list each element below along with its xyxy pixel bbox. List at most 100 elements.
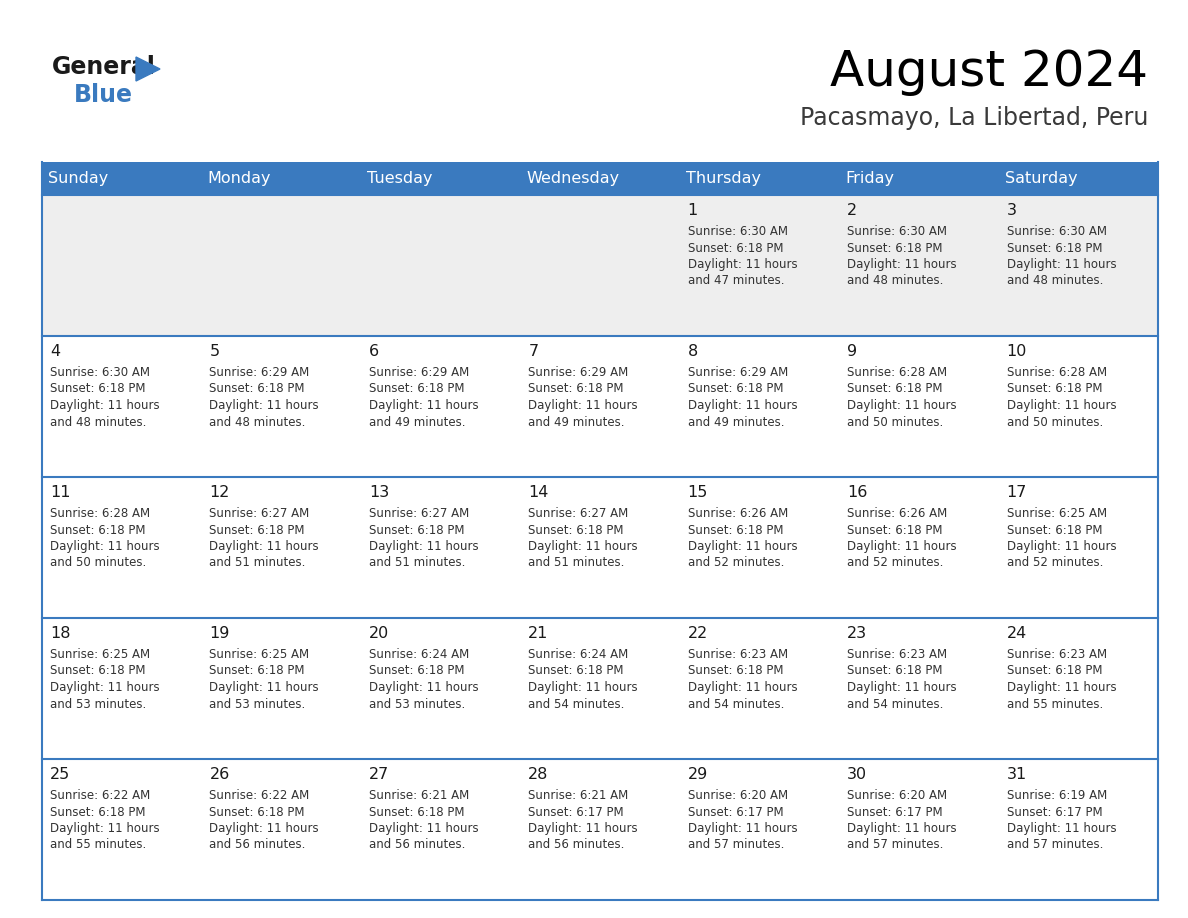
Text: Monday: Monday — [208, 171, 271, 186]
Text: 8: 8 — [688, 344, 697, 359]
Text: Sunrise: 6:25 AM: Sunrise: 6:25 AM — [209, 648, 310, 661]
Text: Sunrise: 6:21 AM: Sunrise: 6:21 AM — [529, 789, 628, 802]
Text: and 49 minutes.: and 49 minutes. — [368, 416, 466, 429]
Text: Sunrise: 6:27 AM: Sunrise: 6:27 AM — [529, 507, 628, 520]
Bar — [42, 195, 1158, 336]
Text: and 51 minutes.: and 51 minutes. — [529, 556, 625, 569]
Text: 28: 28 — [529, 767, 549, 782]
Text: Saturday: Saturday — [1005, 171, 1078, 186]
Text: Sunrise: 6:24 AM: Sunrise: 6:24 AM — [529, 648, 628, 661]
Text: and 50 minutes.: and 50 minutes. — [1006, 416, 1102, 429]
Text: Sunrise: 6:30 AM: Sunrise: 6:30 AM — [50, 366, 150, 379]
Text: Daylight: 11 hours: Daylight: 11 hours — [368, 540, 479, 553]
Text: Daylight: 11 hours: Daylight: 11 hours — [1006, 822, 1117, 835]
Text: 25: 25 — [50, 767, 70, 782]
Polygon shape — [135, 57, 160, 81]
Text: and 51 minutes.: and 51 minutes. — [209, 556, 305, 569]
Text: Wednesday: Wednesday — [526, 171, 620, 186]
Text: Sunrise: 6:20 AM: Sunrise: 6:20 AM — [847, 789, 947, 802]
Text: Sunrise: 6:29 AM: Sunrise: 6:29 AM — [688, 366, 788, 379]
Text: and 47 minutes.: and 47 minutes. — [688, 274, 784, 287]
Text: Sunset: 6:18 PM: Sunset: 6:18 PM — [209, 665, 305, 677]
Text: 11: 11 — [50, 485, 70, 500]
Text: Daylight: 11 hours: Daylight: 11 hours — [529, 822, 638, 835]
Text: Daylight: 11 hours: Daylight: 11 hours — [529, 540, 638, 553]
Text: Daylight: 11 hours: Daylight: 11 hours — [847, 540, 956, 553]
Text: Sunday: Sunday — [49, 171, 108, 186]
Text: Daylight: 11 hours: Daylight: 11 hours — [847, 399, 956, 412]
Text: and 56 minutes.: and 56 minutes. — [368, 838, 466, 852]
Text: 18: 18 — [50, 626, 70, 641]
Text: 22: 22 — [688, 626, 708, 641]
Text: Sunrise: 6:26 AM: Sunrise: 6:26 AM — [847, 507, 947, 520]
Text: 16: 16 — [847, 485, 867, 500]
Text: Sunrise: 6:25 AM: Sunrise: 6:25 AM — [1006, 507, 1107, 520]
Text: Daylight: 11 hours: Daylight: 11 hours — [688, 399, 797, 412]
Text: Sunrise: 6:20 AM: Sunrise: 6:20 AM — [688, 789, 788, 802]
Text: Sunrise: 6:23 AM: Sunrise: 6:23 AM — [688, 648, 788, 661]
Text: 15: 15 — [688, 485, 708, 500]
Text: Daylight: 11 hours: Daylight: 11 hours — [688, 258, 797, 271]
Text: and 55 minutes.: and 55 minutes. — [1006, 698, 1102, 711]
Text: and 52 minutes.: and 52 minutes. — [847, 556, 943, 569]
Text: Sunset: 6:18 PM: Sunset: 6:18 PM — [529, 383, 624, 396]
Text: and 54 minutes.: and 54 minutes. — [529, 698, 625, 711]
Text: 23: 23 — [847, 626, 867, 641]
Text: Daylight: 11 hours: Daylight: 11 hours — [209, 540, 320, 553]
Text: 12: 12 — [209, 485, 229, 500]
Text: Sunset: 6:18 PM: Sunset: 6:18 PM — [50, 805, 145, 819]
Text: Daylight: 11 hours: Daylight: 11 hours — [368, 399, 479, 412]
Text: Sunset: 6:18 PM: Sunset: 6:18 PM — [847, 665, 942, 677]
Text: Sunset: 6:18 PM: Sunset: 6:18 PM — [529, 665, 624, 677]
Text: 30: 30 — [847, 767, 867, 782]
Text: Sunset: 6:18 PM: Sunset: 6:18 PM — [847, 383, 942, 396]
Text: and 54 minutes.: and 54 minutes. — [688, 698, 784, 711]
Text: Sunrise: 6:27 AM: Sunrise: 6:27 AM — [209, 507, 310, 520]
Text: Sunset: 6:17 PM: Sunset: 6:17 PM — [529, 805, 624, 819]
Text: Sunset: 6:18 PM: Sunset: 6:18 PM — [688, 383, 783, 396]
Text: 17: 17 — [1006, 485, 1026, 500]
Text: Sunrise: 6:29 AM: Sunrise: 6:29 AM — [368, 366, 469, 379]
Bar — [42, 336, 1158, 477]
Text: Sunset: 6:18 PM: Sunset: 6:18 PM — [1006, 241, 1102, 254]
Text: and 57 minutes.: and 57 minutes. — [688, 838, 784, 852]
Text: Daylight: 11 hours: Daylight: 11 hours — [847, 822, 956, 835]
Text: Sunset: 6:18 PM: Sunset: 6:18 PM — [209, 805, 305, 819]
Text: and 54 minutes.: and 54 minutes. — [847, 698, 943, 711]
Text: 27: 27 — [368, 767, 390, 782]
Text: Daylight: 11 hours: Daylight: 11 hours — [1006, 258, 1117, 271]
Bar — [42, 162, 1158, 900]
Text: Sunset: 6:18 PM: Sunset: 6:18 PM — [847, 523, 942, 536]
Text: Daylight: 11 hours: Daylight: 11 hours — [688, 822, 797, 835]
Text: Sunrise: 6:30 AM: Sunrise: 6:30 AM — [847, 225, 947, 238]
Text: Daylight: 11 hours: Daylight: 11 hours — [688, 540, 797, 553]
Text: Sunrise: 6:27 AM: Sunrise: 6:27 AM — [368, 507, 469, 520]
Text: Sunset: 6:18 PM: Sunset: 6:18 PM — [50, 523, 145, 536]
Text: 29: 29 — [688, 767, 708, 782]
Text: Sunrise: 6:26 AM: Sunrise: 6:26 AM — [688, 507, 788, 520]
Text: Sunset: 6:18 PM: Sunset: 6:18 PM — [368, 665, 465, 677]
Text: General: General — [52, 55, 156, 79]
Text: Sunrise: 6:21 AM: Sunrise: 6:21 AM — [368, 789, 469, 802]
Text: Friday: Friday — [846, 171, 895, 186]
Text: Thursday: Thursday — [687, 171, 762, 186]
Text: Sunrise: 6:25 AM: Sunrise: 6:25 AM — [50, 648, 150, 661]
Text: and 56 minutes.: and 56 minutes. — [529, 838, 625, 852]
Text: and 49 minutes.: and 49 minutes. — [529, 416, 625, 429]
Bar — [42, 618, 1158, 759]
Text: Pacasmayo, La Libertad, Peru: Pacasmayo, La Libertad, Peru — [800, 106, 1148, 130]
Text: and 57 minutes.: and 57 minutes. — [1006, 838, 1102, 852]
Text: Sunrise: 6:28 AM: Sunrise: 6:28 AM — [1006, 366, 1107, 379]
Text: Daylight: 11 hours: Daylight: 11 hours — [368, 822, 479, 835]
Text: Sunrise: 6:28 AM: Sunrise: 6:28 AM — [847, 366, 947, 379]
Text: and 52 minutes.: and 52 minutes. — [1006, 556, 1102, 569]
Text: Sunrise: 6:30 AM: Sunrise: 6:30 AM — [688, 225, 788, 238]
Text: Sunset: 6:18 PM: Sunset: 6:18 PM — [50, 665, 145, 677]
Text: and 53 minutes.: and 53 minutes. — [50, 698, 146, 711]
Text: and 53 minutes.: and 53 minutes. — [209, 698, 305, 711]
Text: Sunset: 6:18 PM: Sunset: 6:18 PM — [209, 523, 305, 536]
Text: Sunrise: 6:24 AM: Sunrise: 6:24 AM — [368, 648, 469, 661]
Text: 3: 3 — [1006, 203, 1017, 218]
Text: Daylight: 11 hours: Daylight: 11 hours — [209, 822, 320, 835]
Text: Tuesday: Tuesday — [367, 171, 432, 186]
